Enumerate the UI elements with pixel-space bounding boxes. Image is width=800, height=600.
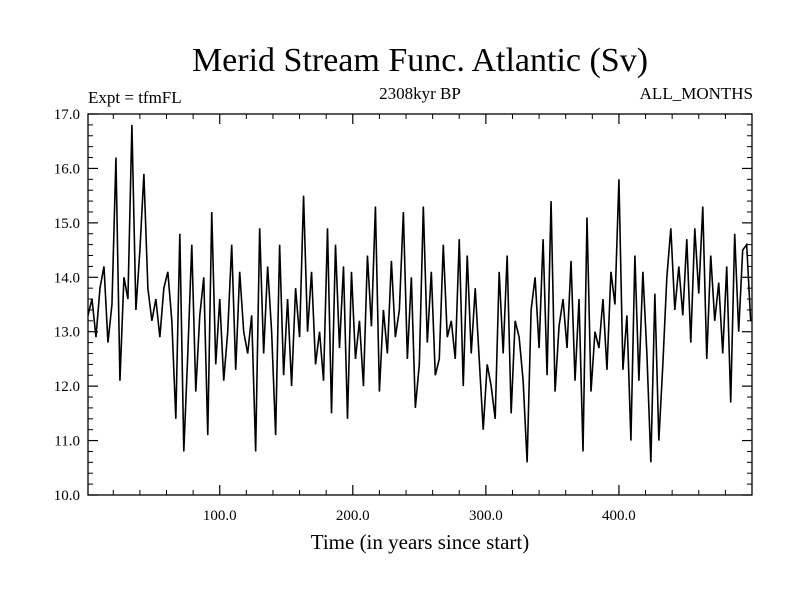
x-tick-label: 300.0	[469, 508, 503, 524]
y-tick-label: 11.0	[54, 434, 80, 450]
x-axis-label: Time (in years since start)	[311, 530, 530, 554]
y-tick-label: 13.0	[54, 325, 80, 341]
x-tick-label: 100.0	[203, 508, 237, 524]
y-tick-label: 15.0	[54, 216, 80, 232]
chart-title: Merid Stream Func. Atlantic (Sv)	[192, 42, 648, 79]
plot-area-frame	[87, 113, 753, 496]
series-line	[87, 124, 752, 463]
y-tick-label: 16.0	[54, 161, 80, 177]
experiment-label: Expt = tfmFL	[88, 88, 182, 107]
y-tick-label: 14.0	[54, 270, 80, 286]
y-tick-label: 12.0	[54, 379, 80, 395]
y-tick-label: 17.0	[54, 107, 80, 123]
x-tick-label: 400.0	[602, 508, 636, 524]
x-axis-ticks	[112, 114, 726, 495]
x-tick-label: 200.0	[336, 508, 370, 524]
months-label: ALL_MONTHS	[640, 84, 753, 103]
y-tick-label: 10.0	[54, 488, 80, 504]
y-axis-tick-labels: 10.0 11.0 12.0 13.0 14.0 15.0 16.0 17.0	[54, 107, 80, 504]
y-axis-ticks	[88, 113, 752, 496]
time-period-label: 2308kyr BP	[379, 84, 461, 103]
x-axis-tick-labels: 100.0 200.0 300.0 400.0	[203, 508, 636, 524]
